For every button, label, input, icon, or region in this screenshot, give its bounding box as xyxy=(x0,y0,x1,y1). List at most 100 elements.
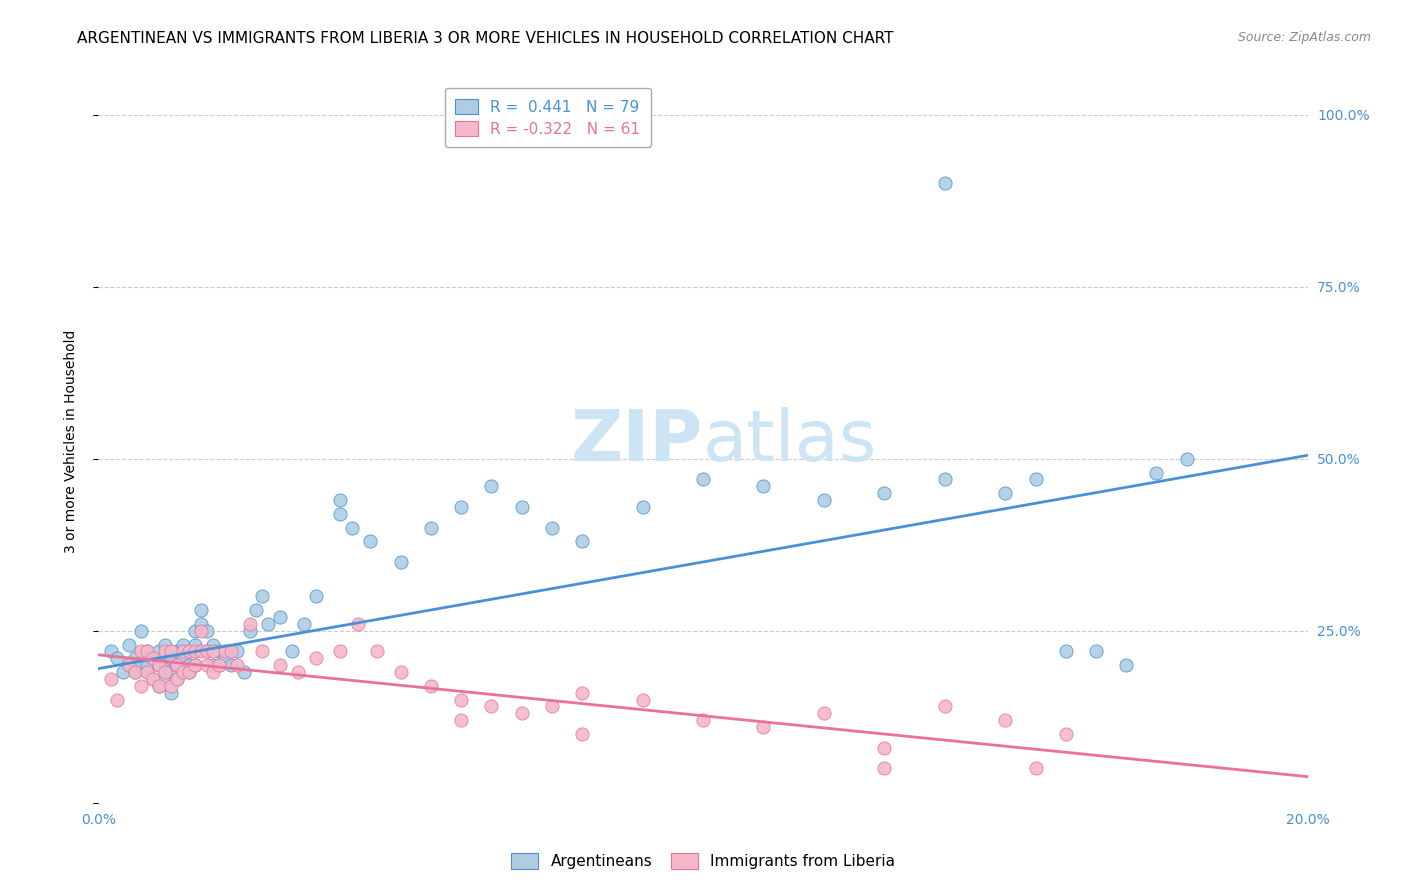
Point xyxy=(166,658,188,673)
Point xyxy=(510,706,533,721)
Point xyxy=(571,686,593,700)
Point xyxy=(118,658,141,673)
Point xyxy=(631,500,654,514)
Point xyxy=(118,638,141,652)
Point xyxy=(195,644,218,658)
Point xyxy=(481,479,503,493)
Point xyxy=(172,638,194,652)
Point xyxy=(287,665,309,679)
Point xyxy=(360,534,382,549)
Point xyxy=(692,713,714,727)
Point xyxy=(172,644,194,658)
Point xyxy=(148,658,170,673)
Point xyxy=(329,644,352,658)
Point xyxy=(329,493,352,508)
Point xyxy=(540,520,562,534)
Point xyxy=(153,644,176,658)
Point xyxy=(292,616,315,631)
Point xyxy=(190,644,212,658)
Point xyxy=(166,644,188,658)
Point xyxy=(118,658,141,673)
Point xyxy=(190,616,212,631)
Point xyxy=(226,658,249,673)
Point xyxy=(208,644,231,658)
Point xyxy=(184,644,207,658)
Point xyxy=(221,658,243,673)
Point xyxy=(1024,472,1046,486)
Point xyxy=(202,658,225,673)
Point xyxy=(571,534,593,549)
Point xyxy=(994,486,1017,500)
Point xyxy=(269,610,291,624)
Point xyxy=(571,727,593,741)
Point xyxy=(124,665,146,679)
Point xyxy=(153,638,176,652)
Point xyxy=(135,644,157,658)
Point xyxy=(873,740,896,755)
Point xyxy=(250,590,273,604)
Point xyxy=(1054,727,1077,741)
Point xyxy=(100,672,122,686)
Point xyxy=(239,624,262,638)
Point xyxy=(135,658,157,673)
Point xyxy=(342,520,364,534)
Point xyxy=(1054,644,1077,658)
Point xyxy=(153,672,176,686)
Point xyxy=(934,472,956,486)
Point xyxy=(450,500,472,514)
Legend: R =  0.441   N = 79, R = -0.322   N = 61: R = 0.441 N = 79, R = -0.322 N = 61 xyxy=(444,88,651,147)
Point xyxy=(160,665,183,679)
Point xyxy=(873,761,896,775)
Point xyxy=(148,658,170,673)
Point xyxy=(135,665,157,679)
Point xyxy=(179,644,201,658)
Point xyxy=(692,472,714,486)
Point xyxy=(420,679,443,693)
Point xyxy=(148,679,170,693)
Point xyxy=(105,692,128,706)
Point xyxy=(166,658,188,673)
Point xyxy=(172,651,194,665)
Point xyxy=(208,658,231,673)
Point xyxy=(934,177,956,191)
Point xyxy=(752,720,775,734)
Text: ZIP: ZIP xyxy=(571,407,703,476)
Point xyxy=(160,679,183,693)
Point xyxy=(184,658,207,673)
Text: Source: ZipAtlas.com: Source: ZipAtlas.com xyxy=(1237,31,1371,45)
Point xyxy=(450,713,472,727)
Legend: Argentineans, Immigrants from Liberia: Argentineans, Immigrants from Liberia xyxy=(505,847,901,875)
Point xyxy=(202,644,225,658)
Point xyxy=(129,624,152,638)
Point xyxy=(1144,466,1167,480)
Point xyxy=(166,672,188,686)
Text: ARGENTINEAN VS IMMIGRANTS FROM LIBERIA 3 OR MORE VEHICLES IN HOUSEHOLD CORRELATI: ARGENTINEAN VS IMMIGRANTS FROM LIBERIA 3… xyxy=(77,31,894,46)
Point xyxy=(142,651,165,665)
Point xyxy=(347,616,370,631)
Point xyxy=(148,644,170,658)
Point xyxy=(873,486,896,500)
Point xyxy=(329,507,352,521)
Point xyxy=(366,644,388,658)
Point xyxy=(160,644,183,658)
Point xyxy=(111,665,134,679)
Point xyxy=(226,644,249,658)
Point xyxy=(124,651,146,665)
Point xyxy=(1024,761,1046,775)
Point xyxy=(105,651,128,665)
Point xyxy=(389,665,412,679)
Point xyxy=(179,665,201,679)
Point xyxy=(214,644,236,658)
Point xyxy=(934,699,956,714)
Point xyxy=(281,644,304,658)
Point xyxy=(481,699,503,714)
Point xyxy=(179,644,201,658)
Point xyxy=(142,672,165,686)
Point xyxy=(540,699,562,714)
Point xyxy=(135,644,157,658)
Point xyxy=(100,644,122,658)
Point xyxy=(184,624,207,638)
Point xyxy=(202,665,225,679)
Point xyxy=(269,658,291,673)
Point xyxy=(208,658,231,673)
